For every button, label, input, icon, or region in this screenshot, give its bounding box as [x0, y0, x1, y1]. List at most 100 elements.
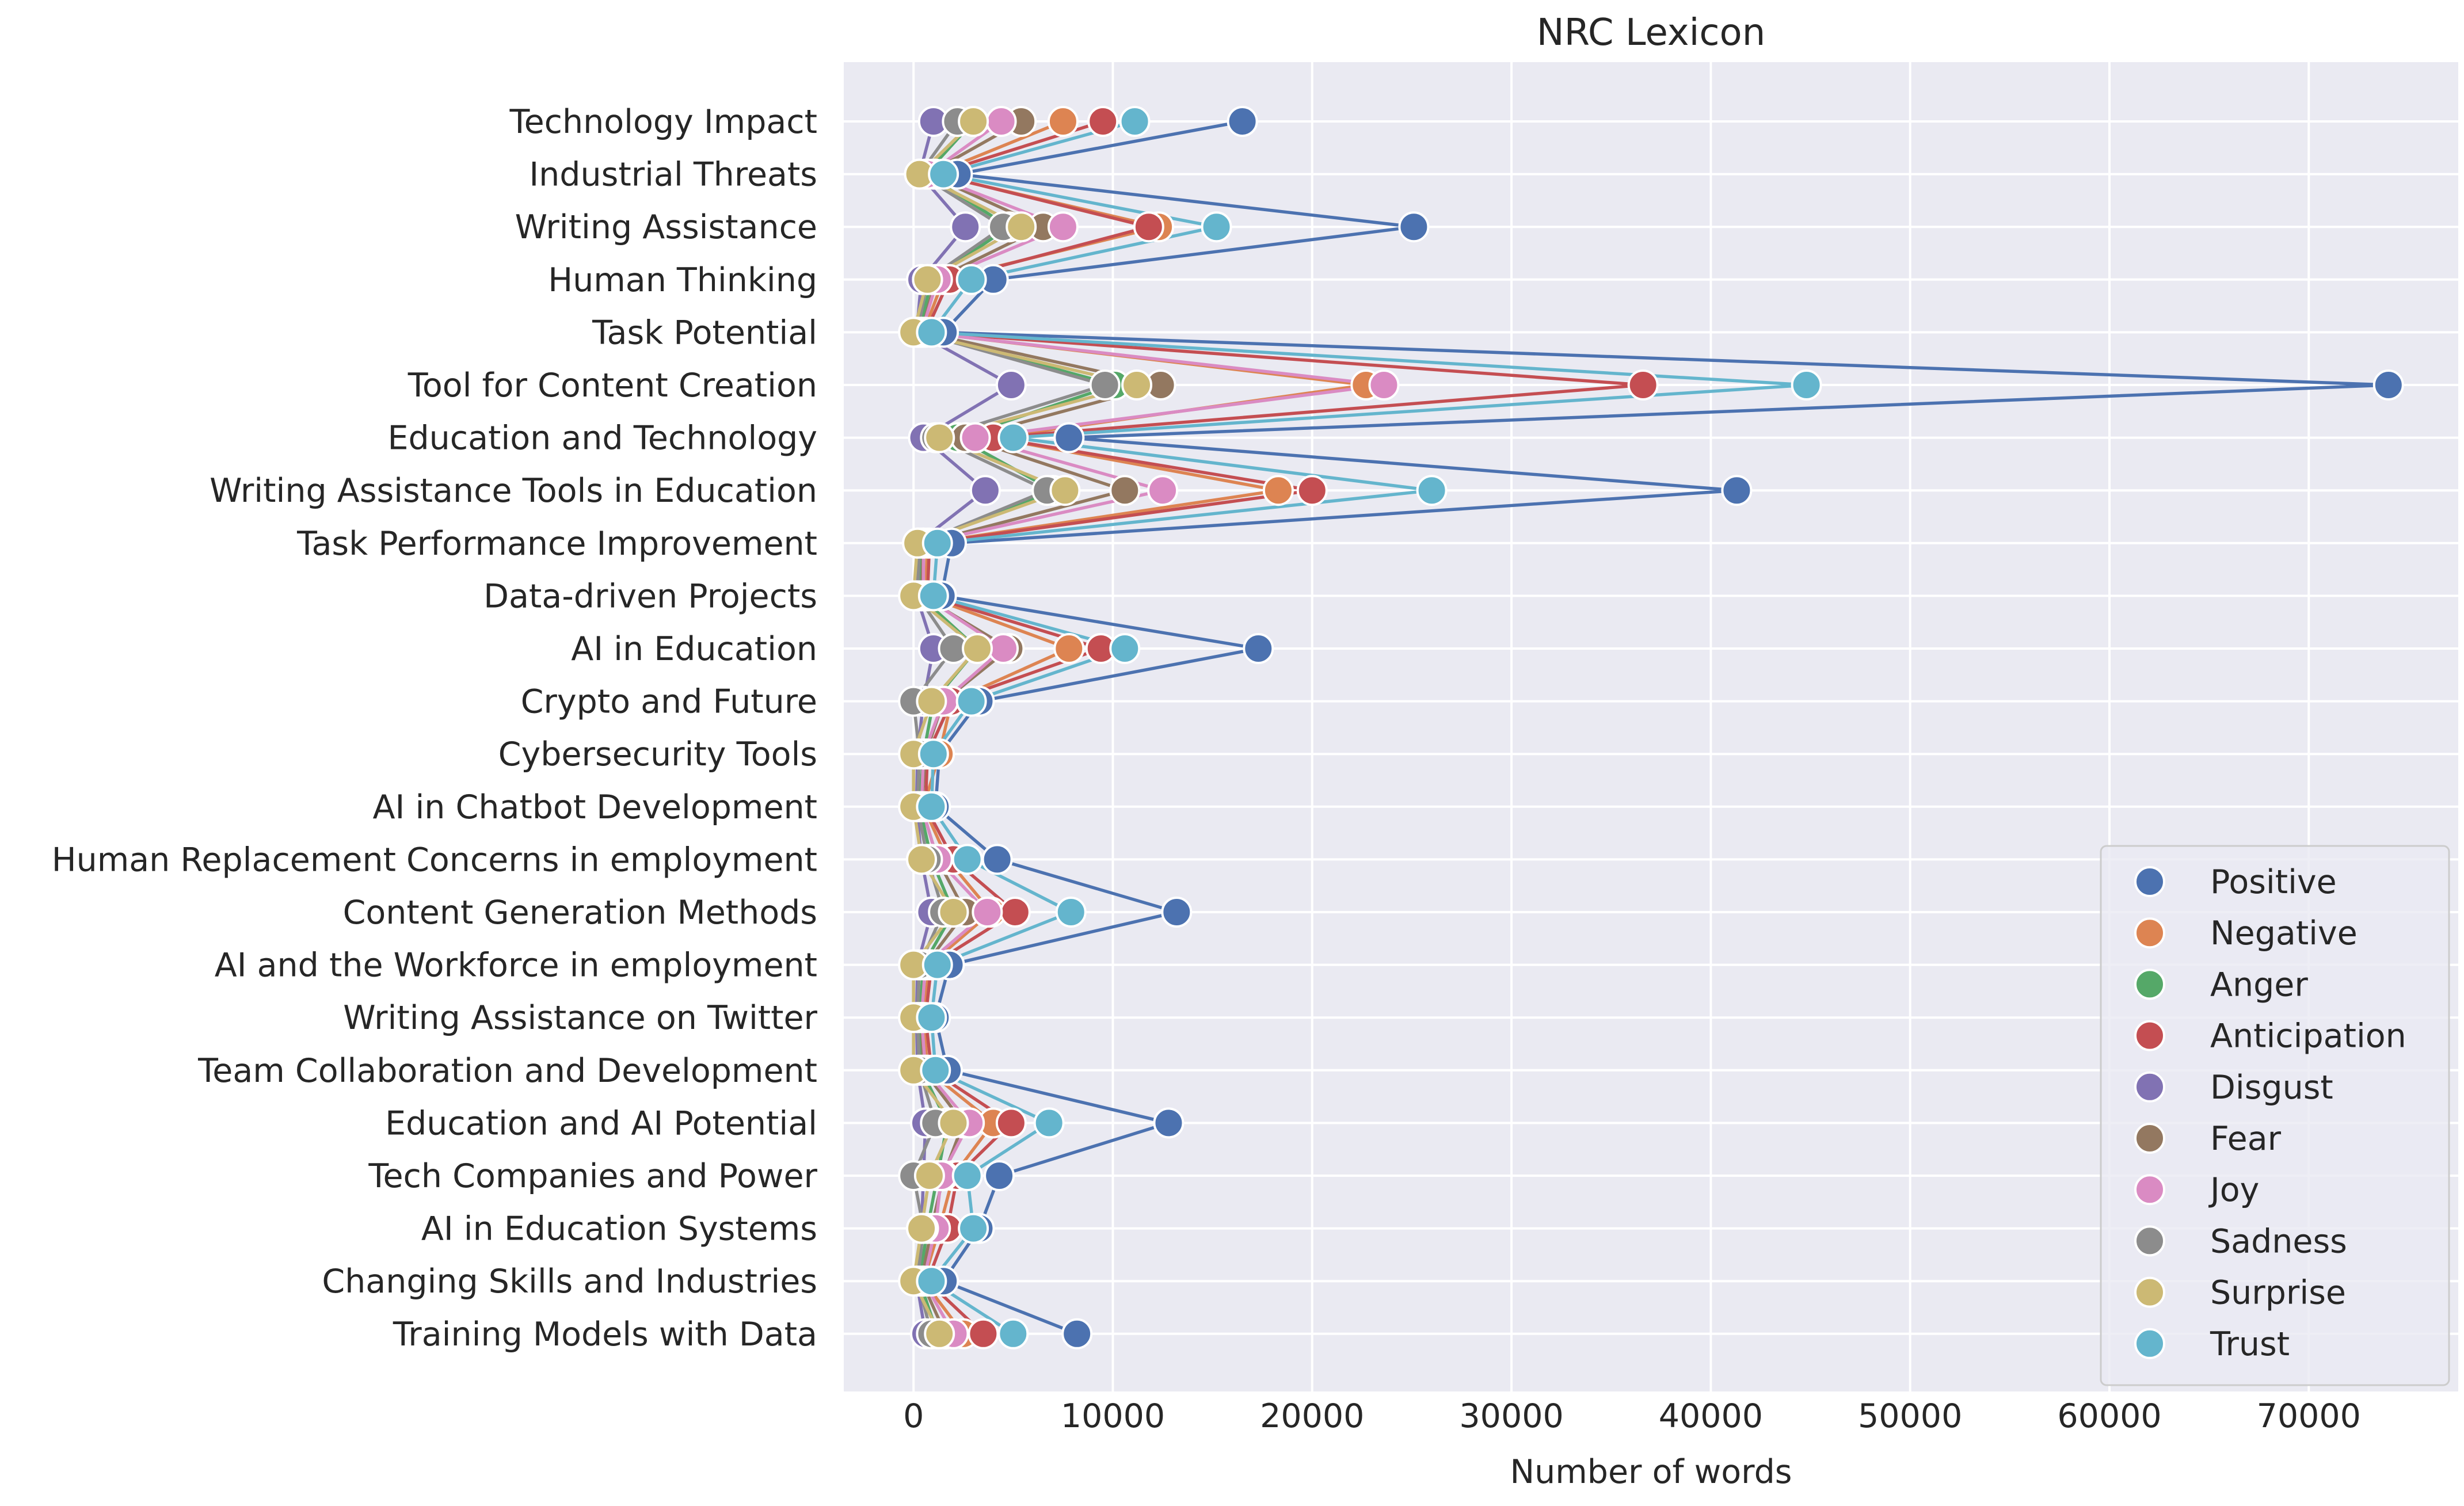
point-anticipation [1627, 369, 1659, 401]
point-fear [1109, 475, 1141, 506]
point-trust [955, 264, 987, 295]
series-lines [898, 106, 2404, 1349]
point-anticipation [1296, 475, 1328, 506]
point-positive [1061, 1318, 1093, 1349]
point-positive [984, 1160, 1015, 1191]
point-joy [985, 106, 1017, 137]
point-anticipation [995, 1107, 1027, 1139]
point-surprise [938, 897, 969, 928]
legend-label: Sadness [2210, 1222, 2347, 1260]
y-tick-label: Writing Assistance [515, 208, 817, 246]
point-trust [1201, 211, 1232, 243]
point-joy [1047, 211, 1079, 243]
point-trust [1119, 106, 1151, 137]
point-anticipation [999, 897, 1031, 928]
point-positive [1721, 475, 1753, 506]
legend-items: Positive Negative Anger Anticipation Disgust… [2134, 863, 2406, 1363]
y-tick-label: Cybersecurity Tools [498, 735, 817, 773]
y-tick-label: Content Generation Methods [343, 894, 817, 932]
point-positive [1398, 211, 1430, 243]
point-anticipation [1087, 106, 1119, 137]
y-tick-label: Education and Technology [387, 420, 817, 457]
point-trust [1416, 475, 1448, 506]
point-trust [916, 317, 947, 348]
point-trust [958, 1213, 989, 1244]
point-joy [959, 422, 991, 453]
y-tick-label: Tech Companies and Power [368, 1157, 817, 1195]
point-trust [921, 949, 953, 981]
y-tick-label: Human Thinking [548, 261, 817, 299]
point-trust [920, 1054, 951, 1086]
point-joy [1147, 475, 1179, 506]
y-tick-label: AI and the Workforce in employment [215, 947, 817, 985]
point-surprise [938, 1107, 969, 1139]
point-trust [1055, 897, 1087, 928]
y-tick-label: Team Collaboration and Development [197, 1052, 817, 1090]
point-trust [917, 738, 949, 770]
legend-label: Positive [2210, 863, 2337, 901]
point-surprise [924, 422, 955, 453]
legend-box [2100, 845, 2450, 1386]
y-tick-label: Training Models with Data [393, 1316, 817, 1354]
point-positive [1227, 106, 1258, 137]
y-tick-label: Technology Impact [509, 103, 817, 141]
y-tick-label: Task Potential [592, 314, 817, 352]
point-trust [955, 685, 987, 717]
point-positive [1153, 1107, 1185, 1139]
y-tick-label: AI in Education Systems [421, 1210, 817, 1248]
x-tick-label: 20000 [1260, 1397, 1364, 1435]
point-surprise [916, 685, 947, 717]
point-positive [1243, 633, 1274, 664]
point-joy [1368, 369, 1400, 401]
legend-marker-anticipation [2134, 1020, 2165, 1051]
point-joy [972, 897, 1003, 928]
point-positive [1053, 422, 1085, 453]
y-tick-label: AI in Chatbot Development [373, 788, 817, 826]
legend-label: Fear [2210, 1120, 2282, 1158]
legend: Positive Negative Anger Anticipation Disgust… [2100, 845, 2450, 1386]
point-surprise [1049, 475, 1081, 506]
legend-label: Anticipation [2210, 1017, 2406, 1055]
point-disgust [969, 475, 1001, 506]
legend-marker-surprise [2134, 1276, 2165, 1308]
point-surprise [906, 1213, 938, 1244]
point-trust [1033, 1107, 1065, 1139]
point-trust [951, 1160, 983, 1191]
x-tick-label: 50000 [1858, 1397, 1962, 1435]
point-surprise [906, 844, 938, 875]
x-axis-ticks: 0 10000 20000 30000 40000 50000 60000 70000 [903, 1397, 2361, 1435]
point-trust [997, 422, 1029, 453]
legend-label: Trust [2210, 1325, 2290, 1363]
chart-title: NRC Lexicon [1537, 12, 1766, 54]
point-trust [916, 1002, 947, 1034]
point-surprise [924, 1318, 955, 1349]
point-trust [916, 1265, 947, 1297]
legend-marker-disgust [2134, 1071, 2165, 1103]
y-tick-label: Education and AI Potential [385, 1104, 817, 1142]
point-negative [1047, 106, 1079, 137]
y-tick-label: AI in Education [571, 630, 817, 668]
x-tick-label: 60000 [2057, 1397, 2161, 1435]
point-disgust [995, 369, 1027, 401]
point-sadness [1089, 369, 1121, 401]
point-disgust [950, 211, 981, 243]
y-tick-label: Data-driven Projects [483, 577, 817, 615]
x-tick-label: 30000 [1459, 1397, 1563, 1435]
legend-marker-anger [2134, 969, 2165, 1000]
point-surprise [962, 633, 993, 664]
x-axis-title: Number of words [1510, 1453, 1792, 1491]
point-surprise [913, 1160, 945, 1191]
point-trust [951, 844, 983, 875]
y-tick-label: Writing Assistance Tools in Education [210, 472, 817, 510]
point-trust [1791, 369, 1822, 401]
legend-marker-trust [2134, 1328, 2165, 1359]
point-positive [2372, 369, 2404, 401]
y-tick-label: Changing Skills and Industries [322, 1263, 817, 1301]
y-tick-label: Tool for Content Creation [408, 367, 817, 405]
legend-label: Anger [2210, 966, 2308, 1004]
legend-label: Joy [2208, 1171, 2259, 1209]
point-surprise [912, 264, 943, 295]
point-positive [1161, 897, 1193, 928]
point-joy [988, 633, 1019, 664]
